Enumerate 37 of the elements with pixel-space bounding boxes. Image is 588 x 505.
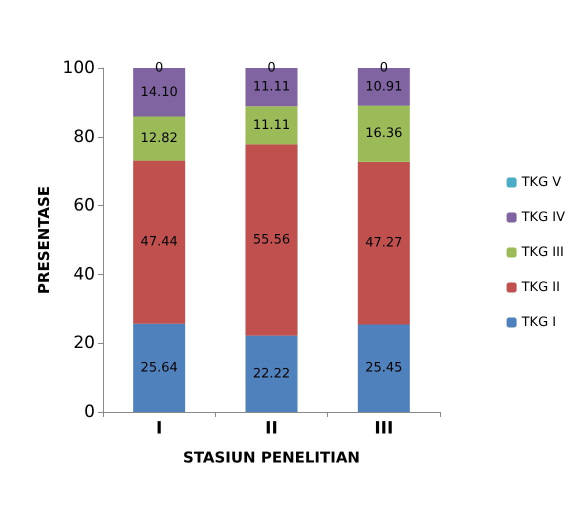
- x-tick-label: II: [265, 418, 278, 438]
- data-label: 16.36: [365, 126, 402, 142]
- y-tick-label: 0: [84, 402, 95, 422]
- legend-label: TKG III: [520, 245, 564, 260]
- y-tick-label: 20: [73, 333, 95, 354]
- data-label: 25.45: [365, 360, 402, 376]
- bar: [246, 144, 298, 336]
- legend-label: TKG IV: [520, 210, 566, 225]
- data-label: 55.56: [252, 232, 290, 248]
- data-label: 22.22: [252, 366, 290, 382]
- legend-label: TKG V: [520, 175, 562, 190]
- bar: [133, 160, 186, 324]
- data-label: 11.11: [252, 80, 290, 95]
- bar: [133, 324, 186, 412]
- x-axis-title: STASIUN PENELITIAN: [183, 448, 360, 466]
- y-tick-label: 40: [73, 264, 95, 284]
- x-tick-label: I: [156, 418, 162, 438]
- data-label: 47.44: [140, 234, 178, 250]
- data-label: 12.82: [140, 131, 178, 146]
- data-label: 10.91: [365, 79, 402, 94]
- legend-label: TKG II: [520, 280, 560, 295]
- bar: [358, 324, 410, 412]
- y-axis-title: PRESENTASE: [35, 186, 54, 294]
- bar: [246, 336, 298, 412]
- x-tick-label: III: [374, 418, 394, 438]
- data-label: 25.64: [140, 360, 178, 376]
- y-tick-label: 100: [62, 58, 95, 78]
- y-tick-label: 60: [73, 196, 95, 216]
- data-label: 14.10: [140, 84, 178, 100]
- data-label: 11.11: [252, 118, 290, 133]
- bar: [358, 162, 410, 324]
- bar: [246, 106, 298, 144]
- y-tick-label: 80: [73, 126, 95, 147]
- bar: [133, 116, 186, 161]
- bar: [358, 106, 410, 162]
- data-label: 47.27: [365, 236, 402, 251]
- legend-label: TKG I: [520, 315, 556, 330]
